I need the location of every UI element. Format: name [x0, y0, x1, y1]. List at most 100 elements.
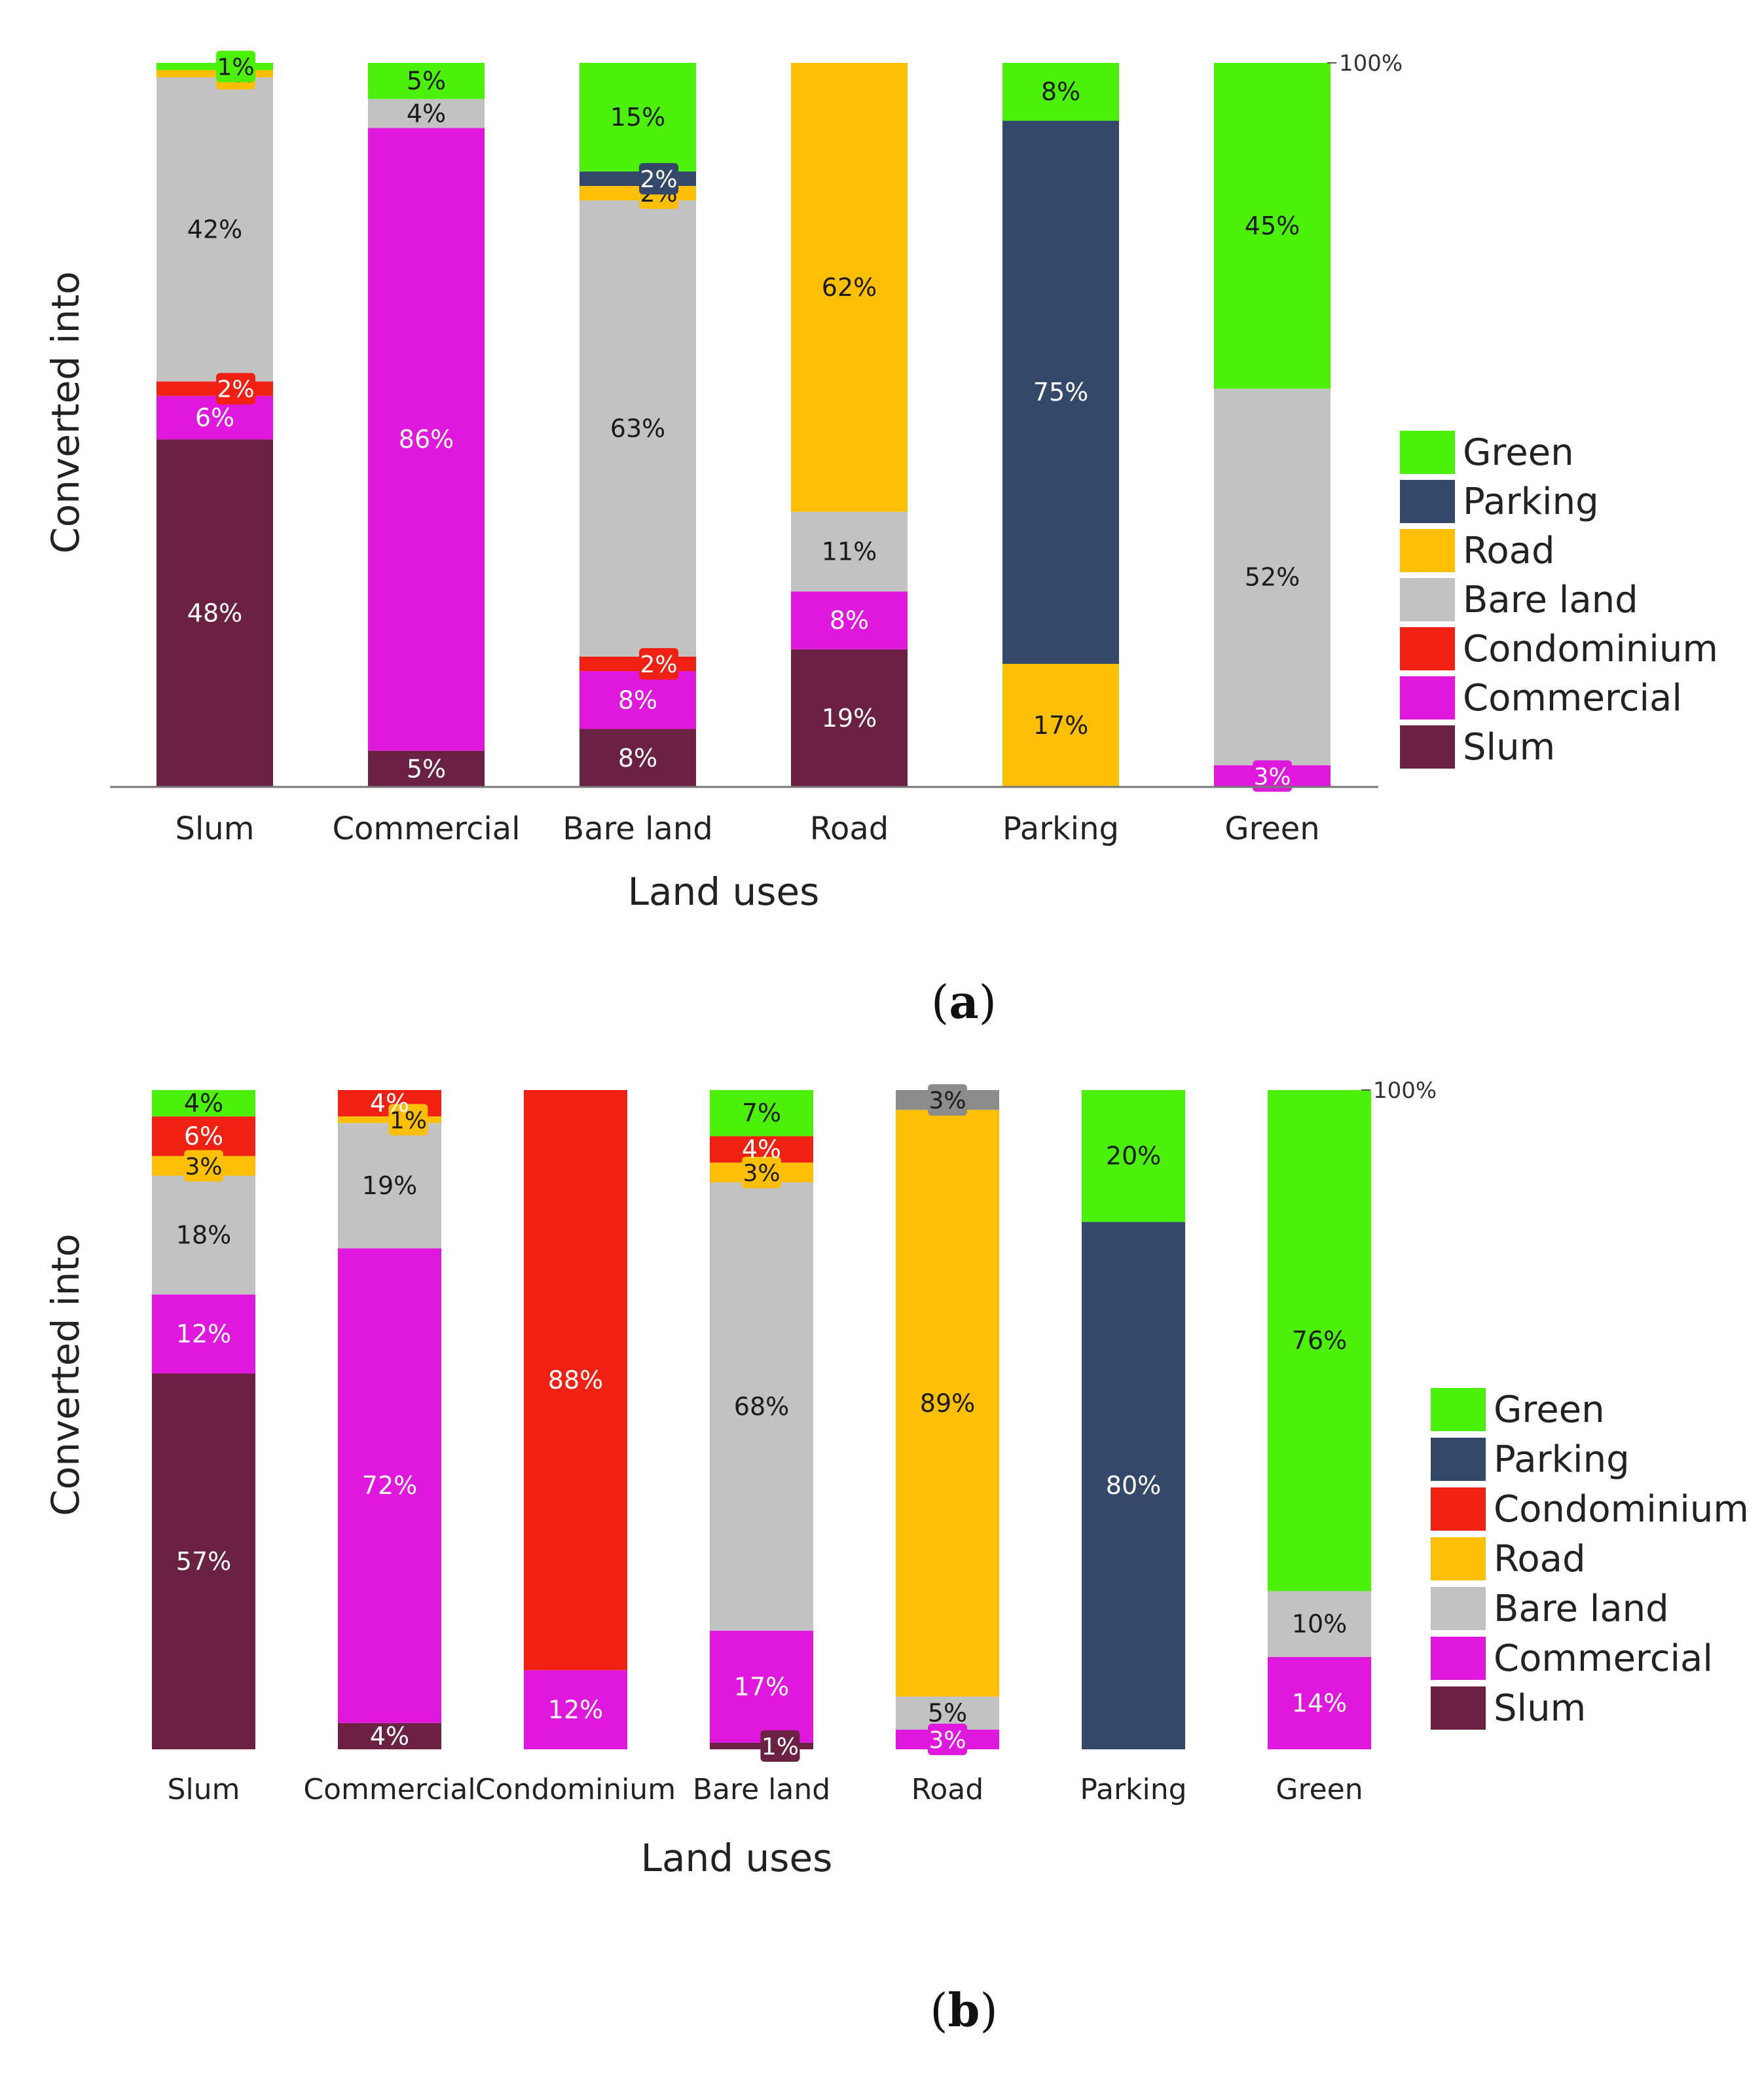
data-label-bare-land-road: 3%	[743, 1160, 780, 1187]
x-tick-label-commercial: Commercial	[303, 1773, 475, 1806]
data-label-road-slum: 19%	[822, 704, 877, 733]
data-label-road-commercial-tag	[928, 1723, 967, 1755]
legend: Green Parking Road Bare land Condominium Comm…	[1400, 431, 1718, 769]
data-label-parking-parking: 80%	[1106, 1471, 1161, 1500]
legend-swatch-road	[1431, 1537, 1486, 1580]
data-label-commercial-green: 5%	[407, 67, 446, 96]
y-axis-title: Converted into	[43, 271, 88, 553]
bar-segment-parking-parking	[1002, 120, 1119, 664]
legend-swatch-green	[1431, 1388, 1486, 1431]
bar-segment-parking-green	[1002, 63, 1119, 121]
x-axis-title: Land uses	[641, 1836, 833, 1880]
bar-segment-bare-land-road	[579, 186, 696, 201]
bar-segment-slum-condominium	[152, 1116, 255, 1156]
x-tick-label-slum: Slum	[168, 1773, 240, 1806]
data-label-bare-land-condominium: 2%	[640, 651, 677, 678]
ref-100-label: 100%	[1373, 1078, 1437, 1104]
bar-segment-road-road	[791, 63, 908, 512]
bar-segment-commercial-bare-land	[368, 99, 485, 128]
bar-segment-bare-land-green	[579, 63, 696, 172]
legend-swatch-commercial	[1400, 676, 1455, 719]
legend-swatch-green	[1400, 431, 1455, 474]
bar-segment-slum-slum	[156, 439, 273, 787]
data-label-road-unlabeled-tag	[928, 1084, 967, 1116]
data-label-bare-land-commercial: 17%	[734, 1672, 789, 1701]
bar-segment-green-green	[1214, 63, 1331, 389]
bar-segment-bare-land-slum	[579, 729, 696, 787]
data-label-commercial-condominium: 4%	[370, 1089, 409, 1118]
bar-segment-slum-road	[156, 70, 273, 78]
legend-label-commercial: Commercial	[1494, 1637, 1713, 1680]
data-label-green-green: 76%	[1292, 1326, 1347, 1355]
bar-segment-slum-slum	[152, 1374, 255, 1749]
bar-parking: 17% 75% 8%	[1002, 63, 1119, 787]
data-label-bare-land-slum-tag	[760, 1730, 800, 1762]
data-label-commercial-slum: 4%	[370, 1722, 409, 1751]
data-label-bare-land-bare-land: 63%	[610, 414, 665, 443]
bar-segment-slum-commercial	[152, 1294, 255, 1374]
x-axis-title: Land uses	[628, 869, 820, 914]
data-label-bare-land-slum: 8%	[618, 744, 657, 773]
bar-segment-green-green	[1268, 1090, 1371, 1592]
legend-label-green: Green	[1463, 431, 1574, 474]
data-label-slum-condominium: 2%	[217, 376, 254, 403]
data-label-green-bare-land: 52%	[1245, 562, 1300, 591]
legend-swatch-condominium	[1400, 627, 1455, 670]
bar-segment-road-commercial	[791, 591, 908, 649]
bar-segment-bare-land-green	[710, 1090, 813, 1137]
x-tick-label-green: Green	[1224, 810, 1319, 847]
data-label-road-unlabeled: 3%	[928, 1087, 966, 1114]
data-label-green-bare-land: 10%	[1292, 1610, 1347, 1639]
bar-segment-bare-land-bare-land	[710, 1182, 813, 1631]
bar-bare-land: 1% 17% 68% 3%4% 7%	[710, 1090, 813, 1762]
legend-label-green: Green	[1494, 1389, 1605, 1431]
data-label-bare-land-green: 15%	[610, 103, 665, 132]
legend-swatch-bare-land	[1431, 1587, 1486, 1630]
bar-segment-road-road	[896, 1110, 999, 1697]
bar-segment-slum-green	[152, 1090, 255, 1117]
data-label-slum-bare-land: 42%	[187, 215, 242, 244]
bar-segment-bare-land-commercial	[579, 671, 696, 729]
data-label-condominium-commercial: 12%	[548, 1696, 603, 1724]
legend-swatch-commercial	[1431, 1637, 1486, 1680]
legend-swatch-road	[1400, 529, 1455, 572]
legend-label-slum: Slum	[1463, 726, 1555, 769]
bar-segment-parking-parking	[1082, 1222, 1185, 1749]
data-label-commercial-road: 1%	[390, 1107, 427, 1134]
data-label-green-commercial: 14%	[1292, 1689, 1347, 1718]
bar-bare-land: 8%8%2%63%2%2%15%	[579, 63, 696, 787]
legend-swatch-slum	[1400, 725, 1455, 769]
bar-segment-condominium-commercial	[524, 1670, 627, 1749]
data-label-road-bare-land: 11%	[822, 537, 877, 566]
legend-label-road: Road	[1463, 530, 1555, 572]
data-label-bare-land-bare-land: 68%	[734, 1392, 789, 1421]
data-label-slum-green: 1%	[217, 54, 254, 81]
x-tick-label-road: Road	[810, 810, 889, 847]
data-label-bare-land-road-tag	[742, 1156, 781, 1188]
chart-panel-a: 48%6%2%42%1%1%Slum5%86%4%5%Commercial8%8…	[43, 50, 1718, 1029]
bar-segment-slum-bare-land	[152, 1175, 255, 1295]
data-label-parking-road: 17%	[1033, 711, 1088, 740]
bar-road: 3%5%89%3%	[896, 1084, 999, 1755]
bar-commercial: 4%72%19%1%4%	[338, 1089, 441, 1751]
bar-condominium: 12% 88%	[524, 1090, 627, 1749]
bar-segment-parking-green	[1082, 1090, 1185, 1222]
data-label-commercial-bare-land: 19%	[362, 1171, 417, 1200]
data-label-road-road: 89%	[920, 1389, 975, 1417]
data-label-slum-commercial: 6%	[195, 403, 234, 432]
legend-label-bare-land: Bare land	[1494, 1588, 1669, 1630]
bar-slum: 48%6%2%42%1%1%	[156, 50, 273, 787]
data-label-slum-bare-land: 18%	[176, 1221, 231, 1250]
legend-label-commercial: Commercial	[1463, 677, 1682, 719]
x-tick-label-bare-land: Bare land	[562, 810, 712, 847]
data-label-bare-land-condominium: 4%	[742, 1135, 781, 1164]
data-label-bare-land-slum: 1%	[762, 1734, 799, 1760]
bar-segment-slum-condominium	[156, 381, 273, 396]
bar-segment-commercial-slum	[368, 750, 485, 787]
ref-100-label: 100%	[1339, 50, 1403, 77]
x-tick-label-parking: Parking	[1080, 1773, 1186, 1806]
data-label-green-green: 45%	[1245, 211, 1300, 240]
bar-green: 3%52%45%	[1214, 63, 1331, 792]
data-label-slum-road: 3%	[185, 1154, 222, 1180]
bar-segment-bare-land-condominium	[579, 656, 696, 672]
